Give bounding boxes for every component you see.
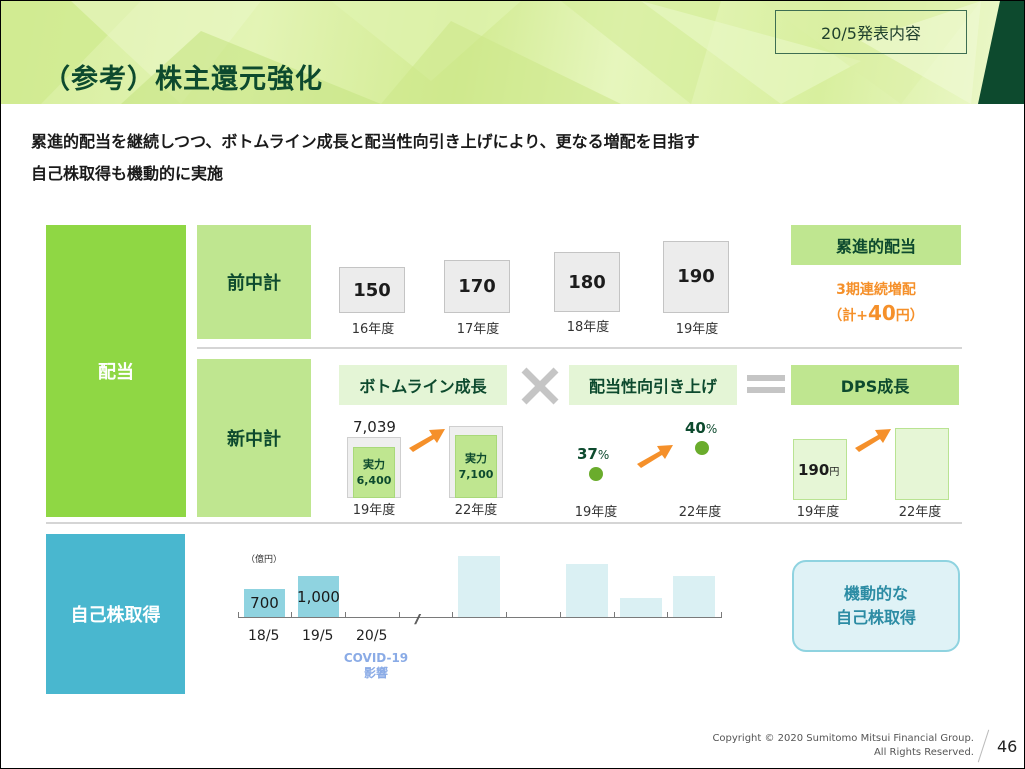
policy-line-1: 機動的な (843, 584, 908, 603)
core-label: 実力 (465, 451, 487, 465)
divider-buyback (46, 522, 962, 524)
tick (238, 612, 239, 618)
fy19-dps-value: 190円 (798, 461, 840, 479)
copyright: Copyright © 2020 Sumitomo Mitsui Financi… (712, 732, 974, 760)
category-previous-plan: 前中計 (197, 225, 311, 339)
core-value: 7,100 (458, 467, 494, 481)
dps-growth-label: DPS成長 (791, 365, 959, 405)
dps-box-fy18: 180 (554, 252, 620, 312)
payout-from-value: 37% (577, 445, 610, 463)
consecutive-increase-note: 3期連続増配 （計+40円） (791, 279, 961, 328)
fy19-dps-bar (793, 439, 847, 500)
note-prefix: （計+ (828, 308, 868, 324)
dps-box-fy16: 150 (339, 267, 405, 313)
x-label-19-5: 19/5 (302, 628, 334, 644)
tick (614, 612, 615, 618)
year-label-bl-to: 22年度 (454, 503, 498, 518)
year-label-bl-from: 19年度 (352, 503, 396, 518)
tick (399, 612, 400, 618)
fy19-total-value: 7,039 (353, 418, 396, 436)
arrow-dps-icon (855, 429, 891, 452)
header-corner-accent (978, 1, 1024, 104)
tick (721, 612, 722, 618)
year-label-dps-to: 22年度 (898, 505, 942, 520)
future-bar-1 (458, 556, 500, 617)
fy22-dps-bar (895, 428, 949, 500)
future-bar-3 (620, 598, 662, 617)
covid-note-line-1: COVID-19 (343, 651, 409, 665)
fy19-core-profit-bar: 実力 6,400 (353, 447, 395, 498)
core-value: 6,400 (356, 473, 392, 487)
policy-line-2: 自己株取得 (835, 608, 916, 627)
core-label: 実力 (363, 457, 385, 471)
lead-text: 累進的配当を継続しつつ、ボトムライン成長と配当性向引き上げにより、更なる増配を目… (31, 126, 700, 190)
page-title: （参考）株主還元強化 (43, 64, 323, 95)
tick (560, 612, 561, 618)
fy22-core-profit-bar: 実力 7,100 (455, 435, 497, 498)
note-suffix: 円） (895, 308, 924, 324)
announcement-badge: 20/5発表内容 (775, 10, 967, 54)
year-label-fy19: 19年度 (675, 322, 719, 337)
future-bar-4 (673, 576, 715, 617)
buyback-bar-19-5: 1,000 (297, 576, 340, 617)
dps-box-fy19: 190 (663, 241, 729, 313)
bottom-line-growth-label: ボトムライン成長 (339, 365, 507, 405)
x-label-18-5: 18/5 (248, 628, 280, 644)
year-label-fy17: 17年度 (456, 322, 500, 337)
buyback-bar-18-5: 700 (244, 589, 285, 617)
category-dividend: 配当 (46, 225, 186, 517)
lead-line-1: 累進的配当を継続しつつ、ボトムライン成長と配当性向引き上げにより、更なる増配を目… (31, 132, 700, 151)
year-label-dps-from: 19年度 (796, 505, 840, 520)
tick (291, 612, 292, 618)
tick (667, 612, 668, 618)
unit-label: （億円） (246, 555, 283, 565)
year-label-fy18: 18年度 (566, 320, 610, 335)
x-label-20-5: 20/5 (356, 628, 388, 644)
dps-box-fy17: 170 (444, 260, 510, 313)
year-label-po-from: 19年度 (574, 505, 618, 520)
note-line-1: 3期連続増配 (836, 282, 916, 298)
flexible-buyback-box: 機動的な 自己株取得 (792, 560, 960, 652)
tick (345, 612, 346, 618)
progressive-dividend-label: 累進的配当 (791, 225, 961, 265)
year-label-fy16: 16年度 (351, 322, 395, 337)
arrow-payout-icon (637, 445, 673, 468)
future-bar-2 (566, 564, 608, 617)
lead-line-2: 自己株取得も機動的に実施 (31, 164, 224, 183)
covid-note: COVID-19 影響 (331, 651, 421, 681)
copyright-line-2: All Rights Reserved. (873, 747, 974, 758)
header-pattern (1, 1, 981, 104)
tick (452, 612, 453, 618)
chart-x-axis (238, 617, 722, 618)
page-number: 46 (997, 737, 1018, 756)
note-value: 40 (867, 301, 896, 325)
category-buyback: 自己株取得 (46, 534, 185, 694)
slide-header: （参考）株主還元強化 20/5発表内容 (1, 1, 1024, 104)
axis-break-mark: // (415, 612, 420, 626)
year-label-po-to: 22年度 (678, 505, 722, 520)
divider-plans (197, 347, 962, 349)
payout-from-dot (589, 467, 603, 481)
footer-divider (977, 729, 990, 763)
payout-to-value: 40% (685, 419, 718, 437)
copyright-line-1: Copyright © 2020 Sumitomo Mitsui Financi… (712, 733, 974, 744)
payout-ratio-label: 配当性向引き上げ (569, 365, 737, 405)
equals-icon (747, 375, 785, 393)
payout-to-dot (695, 441, 709, 455)
multiply-icon (521, 367, 559, 405)
category-new-plan: 新中計 (197, 359, 311, 517)
note-line-2: （計+40円） (791, 302, 961, 328)
covid-note-line-2: 影響 (363, 666, 388, 680)
tick (506, 612, 507, 618)
arrow-bottom-line-icon (409, 429, 445, 452)
